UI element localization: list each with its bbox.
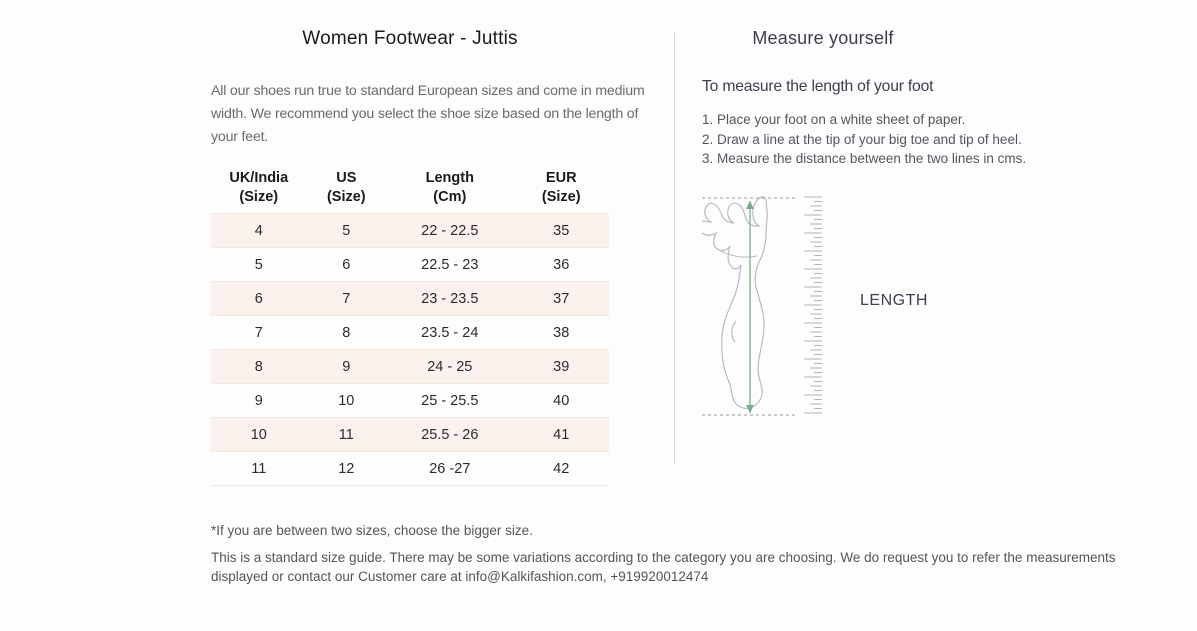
svg-text:LENGTH: LENGTH: [860, 292, 928, 309]
